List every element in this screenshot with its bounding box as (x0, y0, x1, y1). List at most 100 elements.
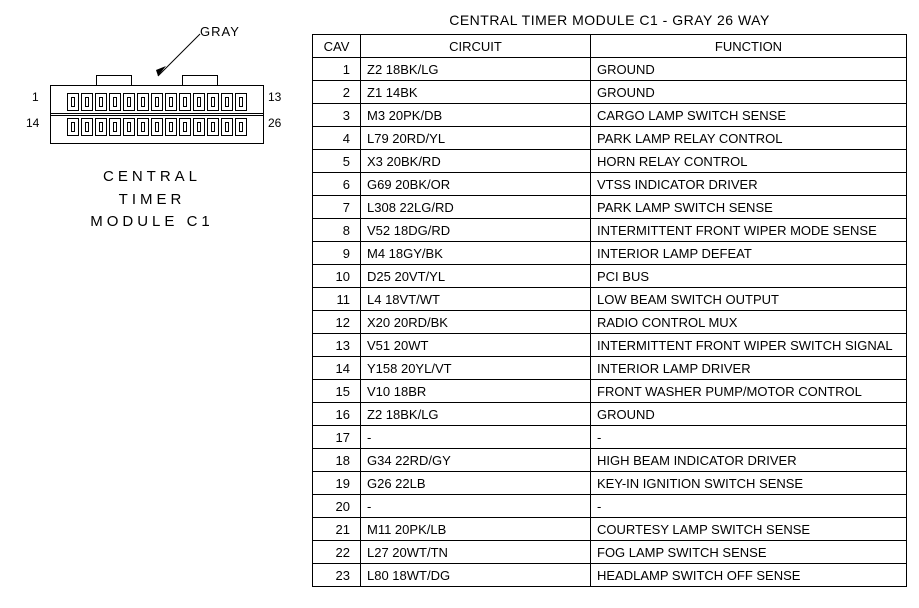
caption-line: TIMER (12, 189, 292, 212)
table-row: 21M11 20PK/LBCOURTESY LAMP SWITCH SENSE (313, 518, 907, 541)
cell-circuit: Z2 18BK/LG (361, 58, 591, 81)
cell-function: HORN RELAY CONTROL (591, 150, 907, 173)
pin-label-26: 26 (268, 116, 281, 130)
cell-circuit: - (361, 495, 591, 518)
pin-label-1: 1 (32, 90, 39, 104)
cell-cav: 21 (313, 518, 361, 541)
cell-function: INTERMITTENT FRONT WIPER SWITCH SIGNAL (591, 334, 907, 357)
connector-body (50, 75, 264, 144)
connector-pin (193, 118, 205, 136)
cell-cav: 5 (313, 150, 361, 173)
table-row: 12X20 20RD/BKRADIO CONTROL MUX (313, 311, 907, 334)
pin-label-14: 14 (26, 116, 39, 130)
cell-cav: 1 (313, 58, 361, 81)
cell-function: INTERMITTENT FRONT WIPER MODE SENSE (591, 219, 907, 242)
connector-pin (207, 118, 219, 136)
cell-circuit: G34 22RD/GY (361, 449, 591, 472)
cell-cav: 23 (313, 564, 361, 587)
cell-cav: 7 (313, 196, 361, 219)
table-row: 15V10 18BRFRONT WASHER PUMP/MOTOR CONTRO… (313, 380, 907, 403)
connector-pin (81, 93, 93, 111)
connector-pin (179, 93, 191, 111)
connector-pin (109, 118, 121, 136)
page-layout: GRAY 1 13 14 26 CENT (12, 12, 907, 587)
connector-pin (221, 93, 233, 111)
table-row: 19G26 22LBKEY-IN IGNITION SWITCH SENSE (313, 472, 907, 495)
table-row: 1Z2 18BK/LGGROUND (313, 58, 907, 81)
cell-cav: 13 (313, 334, 361, 357)
table-row: 8V52 18DG/RDINTERMITTENT FRONT WIPER MOD… (313, 219, 907, 242)
cell-function: - (591, 495, 907, 518)
cell-function: PARK LAMP SWITCH SENSE (591, 196, 907, 219)
cell-function: FOG LAMP SWITCH SENSE (591, 541, 907, 564)
connector-pin (123, 93, 135, 111)
cell-cav: 18 (313, 449, 361, 472)
connector-midbar (51, 113, 263, 116)
cell-function: KEY-IN IGNITION SWITCH SENSE (591, 472, 907, 495)
connector-drawing: GRAY 1 13 14 26 CENT (12, 20, 292, 250)
cell-circuit: M11 20PK/LB (361, 518, 591, 541)
table-title: CENTRAL TIMER MODULE C1 - GRAY 26 WAY (312, 12, 907, 28)
cell-cav: 11 (313, 288, 361, 311)
caption-line: CENTRAL (12, 166, 292, 189)
cell-function: - (591, 426, 907, 449)
cell-circuit: V52 18DG/RD (361, 219, 591, 242)
table-row: 20-- (313, 495, 907, 518)
pin-label-13: 13 (268, 90, 281, 104)
cell-circuit: X3 20BK/RD (361, 150, 591, 173)
cell-circuit: L27 20WT/TN (361, 541, 591, 564)
col-header-cav: CAV (313, 35, 361, 58)
cell-circuit: - (361, 426, 591, 449)
cell-function: CARGO LAMP SWITCH SENSE (591, 104, 907, 127)
cell-cav: 8 (313, 219, 361, 242)
table-row: 2Z1 14BKGROUND (313, 81, 907, 104)
cell-circuit: V10 18BR (361, 380, 591, 403)
table-row: 10D25 20VT/YLPCI BUS (313, 265, 907, 288)
cell-cav: 14 (313, 357, 361, 380)
connector-pin (95, 118, 107, 136)
table-row: 3M3 20PK/DBCARGO LAMP SWITCH SENSE (313, 104, 907, 127)
cell-function: HIGH BEAM INDICATOR DRIVER (591, 449, 907, 472)
cell-function: FRONT WASHER PUMP/MOTOR CONTROL (591, 380, 907, 403)
cell-function: GROUND (591, 58, 907, 81)
cell-cav: 20 (313, 495, 361, 518)
connector-tab (96, 75, 132, 85)
cell-function: COURTESY LAMP SWITCH SENSE (591, 518, 907, 541)
table-row: 23L80 18WT/DGHEADLAMP SWITCH OFF SENSE (313, 564, 907, 587)
cell-function: VTSS INDICATOR DRIVER (591, 173, 907, 196)
cell-cav: 19 (313, 472, 361, 495)
pin-row-top (56, 93, 258, 111)
cell-circuit: D25 20VT/YL (361, 265, 591, 288)
connector-pin (165, 93, 177, 111)
cell-function: HEADLAMP SWITCH OFF SENSE (591, 564, 907, 587)
cell-circuit: L308 22LG/RD (361, 196, 591, 219)
cell-cav: 16 (313, 403, 361, 426)
cell-cav: 9 (313, 242, 361, 265)
pinout-table: CAV CIRCUIT FUNCTION 1Z2 18BK/LGGROUND2Z… (312, 34, 907, 587)
cell-circuit: G69 20BK/OR (361, 173, 591, 196)
cell-function: PCI BUS (591, 265, 907, 288)
connector-pin (165, 118, 177, 136)
connector-pin (221, 118, 233, 136)
connector-panel: GRAY 1 13 14 26 CENT (12, 12, 292, 250)
table-row: 22L27 20WT/TNFOG LAMP SWITCH SENSE (313, 541, 907, 564)
cell-circuit: Z1 14BK (361, 81, 591, 104)
cell-cav: 17 (313, 426, 361, 449)
cell-circuit: V51 20WT (361, 334, 591, 357)
pin-row-bottom (56, 118, 258, 136)
connector-pin (81, 118, 93, 136)
table-row: 13V51 20WTINTERMITTENT FRONT WIPER SWITC… (313, 334, 907, 357)
cell-function: LOW BEAM SWITCH OUTPUT (591, 288, 907, 311)
table-row: 7L308 22LG/RDPARK LAMP SWITCH SENSE (313, 196, 907, 219)
connector-pin (235, 118, 247, 136)
cell-cav: 2 (313, 81, 361, 104)
cell-cav: 6 (313, 173, 361, 196)
cell-circuit: Z2 18BK/LG (361, 403, 591, 426)
connector-pin (95, 93, 107, 111)
cell-cav: 22 (313, 541, 361, 564)
connector-tab (182, 75, 218, 85)
cell-cav: 3 (313, 104, 361, 127)
connector-pin (207, 93, 219, 111)
cell-circuit: M4 18GY/BK (361, 242, 591, 265)
table-row: 5X3 20BK/RDHORN RELAY CONTROL (313, 150, 907, 173)
